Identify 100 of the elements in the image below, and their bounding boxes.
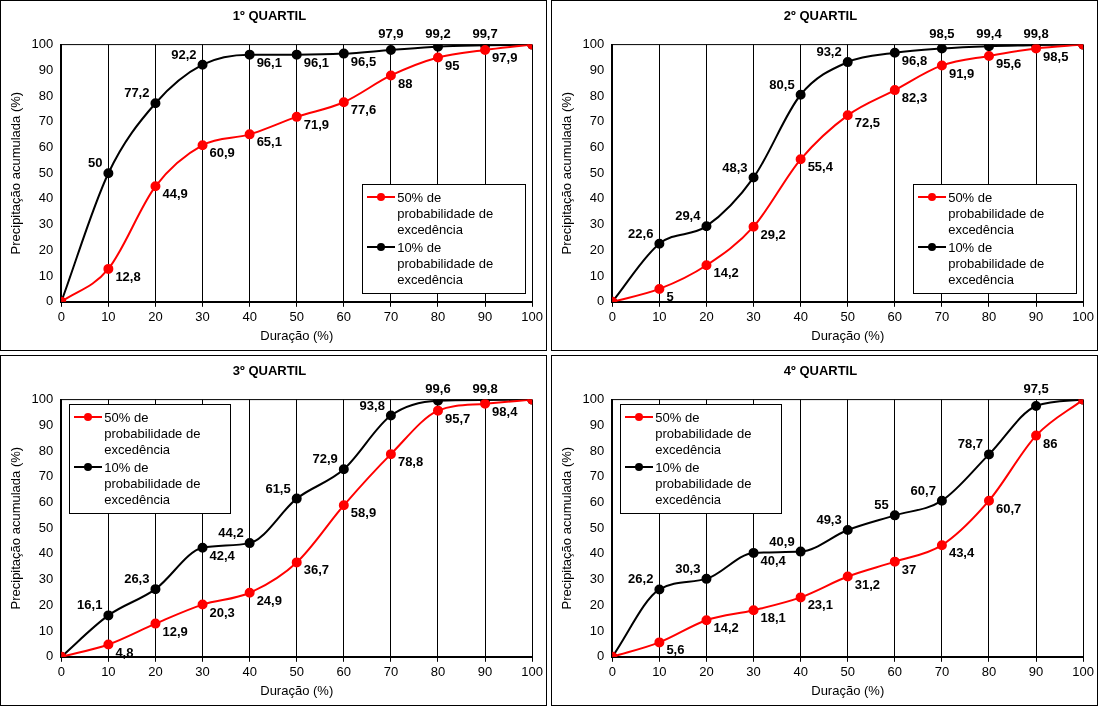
point	[842, 525, 853, 535]
data-label: 55,4	[807, 159, 834, 175]
y-tick-label: 60	[38, 494, 54, 510]
point	[842, 57, 853, 68]
data-label: 96,5	[350, 53, 377, 69]
point	[889, 47, 900, 58]
data-label: 14,2	[713, 265, 739, 281]
point	[197, 542, 208, 553]
x-tick-label: 40	[793, 664, 808, 680]
data-label: 88	[397, 75, 413, 91]
x-tick-label: 100	[521, 309, 544, 325]
data-label: 93,2	[816, 44, 842, 60]
x-axis-title: Duração (%)	[260, 327, 334, 343]
x-tick-label: 30	[195, 664, 210, 680]
data-label: 58,9	[350, 505, 377, 521]
data-label: 77,6	[350, 102, 377, 118]
data-label: 36,7	[303, 562, 330, 578]
point	[432, 52, 443, 63]
point	[432, 405, 443, 416]
point	[103, 610, 114, 621]
x-tick-label: 100	[521, 664, 544, 680]
y-tick-label: 40	[589, 190, 605, 206]
data-label: 65,1	[256, 134, 282, 150]
y-axis-title: Precipitação acumulada (%)	[559, 91, 575, 255]
y-tick-label: 20	[589, 241, 605, 257]
point	[385, 410, 396, 421]
point	[150, 181, 161, 192]
y-tick-label: 60	[589, 139, 605, 155]
y-tick-label: 70	[589, 468, 605, 484]
data-label: 72,5	[854, 115, 881, 131]
point	[244, 129, 255, 140]
point	[795, 592, 806, 603]
y-tick-label: 60	[589, 494, 605, 510]
data-label: 99,4	[976, 25, 1003, 41]
x-tick-label: 20	[148, 309, 163, 325]
y-tick-label: 100	[582, 391, 605, 407]
point	[654, 584, 665, 595]
y-axis-title: Precipitação acumulada (%)	[8, 446, 24, 610]
data-label: 44,2	[218, 525, 244, 541]
data-label: 55	[874, 497, 889, 513]
x-tick-label: 80	[430, 664, 446, 680]
data-label: 96,8	[901, 52, 928, 68]
x-tick-label: 80	[981, 309, 997, 325]
x-tick-label: 80	[981, 664, 997, 680]
data-label: 40,4	[760, 552, 787, 568]
y-tick-label: 100	[31, 36, 54, 52]
y-tick-label: 0	[597, 293, 605, 309]
point	[983, 44, 994, 52]
point	[983, 50, 994, 61]
y-tick-label: 60	[38, 139, 54, 155]
x-tick-label: 10	[101, 309, 116, 325]
point	[842, 571, 853, 582]
y-tick-label: 0	[46, 293, 54, 309]
y-tick-label: 40	[38, 190, 54, 206]
data-label: 78,7	[957, 436, 983, 452]
chart-title: 3º QUARTIL	[232, 363, 307, 379]
point	[103, 263, 114, 274]
data-label: 96,1	[303, 54, 330, 70]
x-tick-label: 60	[887, 664, 903, 680]
point	[936, 540, 947, 551]
y-tick-label: 50	[38, 164, 54, 180]
point	[1031, 401, 1042, 412]
data-label: 99,8	[472, 380, 498, 396]
y-tick-label: 50	[589, 164, 605, 180]
point	[842, 110, 853, 121]
point	[432, 44, 443, 52]
data-label: 80,5	[769, 76, 795, 92]
data-label: 23,1	[807, 597, 833, 613]
data-label: 99,8	[1023, 25, 1049, 41]
x-tick-label: 100	[1072, 309, 1095, 325]
point	[701, 573, 712, 584]
point	[1031, 430, 1042, 441]
point	[291, 557, 302, 568]
point	[748, 172, 759, 183]
y-tick-label: 80	[38, 442, 54, 458]
x-tick-label: 90	[477, 309, 493, 325]
data-label: 29,2	[760, 226, 786, 242]
point	[889, 510, 900, 521]
point	[936, 44, 947, 54]
point	[795, 89, 806, 100]
point	[936, 495, 947, 506]
y-tick-label: 80	[589, 87, 605, 103]
data-label: 5	[666, 289, 674, 305]
x-tick-label: 60	[336, 309, 352, 325]
data-label: 18,1	[760, 610, 786, 626]
point	[795, 546, 806, 557]
x-tick-label: 70	[383, 309, 399, 325]
point	[197, 59, 208, 70]
y-tick-label: 90	[589, 61, 605, 77]
point	[385, 45, 396, 55]
legend-label: 50% de probabilidade de excedência	[655, 409, 753, 458]
point	[889, 556, 900, 567]
data-label: 22,6	[628, 225, 654, 241]
data-label: 16,1	[77, 597, 103, 613]
y-tick-label: 40	[589, 545, 605, 561]
data-label: 31,2	[854, 576, 881, 592]
x-tick-label: 50	[289, 664, 304, 680]
data-label: 78,8	[397, 454, 424, 470]
point	[197, 599, 208, 610]
data-label: 95,7	[444, 410, 471, 426]
